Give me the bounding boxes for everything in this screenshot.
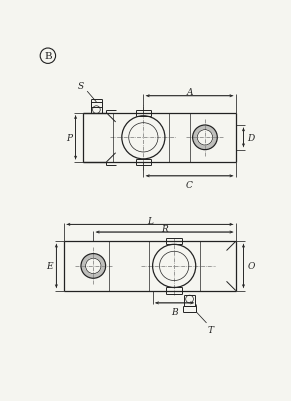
Text: R: R [161, 225, 168, 234]
Text: P: P [66, 134, 72, 142]
Text: D: D [247, 134, 255, 142]
Text: B: B [171, 307, 178, 316]
Text: S: S [78, 81, 84, 90]
Text: C: C [186, 180, 193, 189]
Text: E: E [46, 262, 52, 271]
Text: T: T [208, 325, 214, 334]
Text: B: B [44, 52, 52, 61]
Text: L: L [147, 217, 153, 225]
Text: O: O [247, 262, 255, 271]
Text: A: A [186, 88, 193, 97]
